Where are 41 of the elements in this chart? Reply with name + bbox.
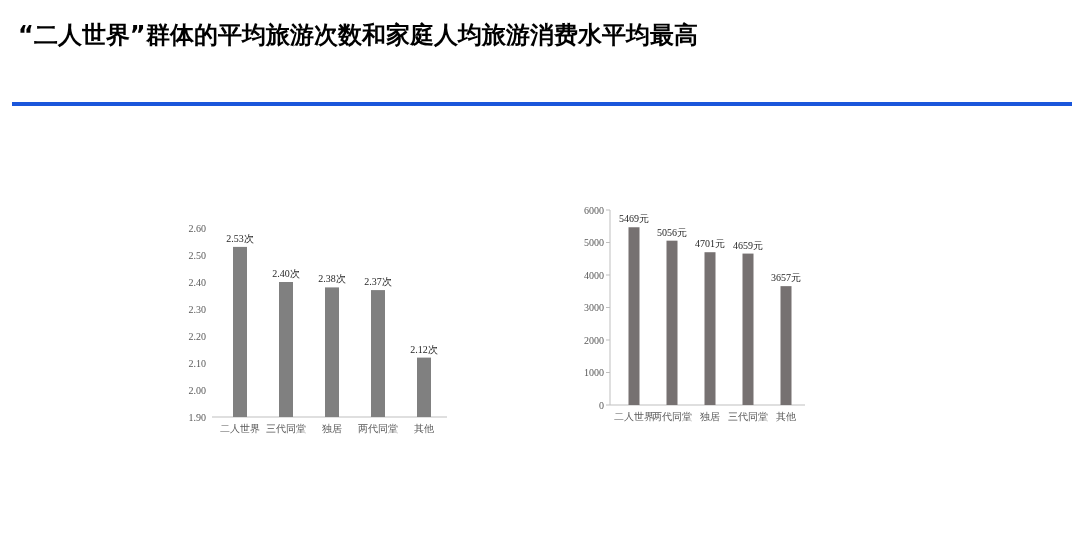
bar <box>742 253 754 405</box>
y-tick-label: 3000 <box>584 302 604 313</box>
data-label: 2.37次 <box>364 276 392 288</box>
x-tick-label: 独居 <box>322 423 342 434</box>
y-tick-label: 2.40 <box>188 276 206 288</box>
x-tick-label: 三代同堂 <box>728 411 768 422</box>
x-tick-label: 二人世界 <box>220 423 260 434</box>
data-label: 2.40次 <box>272 268 300 279</box>
bar <box>704 252 716 405</box>
x-tick-label: 其他 <box>776 411 796 422</box>
x-tick-label: 二人世界 <box>614 411 654 422</box>
data-label: 2.53次 <box>226 232 254 244</box>
x-tick-label: 两代同堂 <box>358 423 398 434</box>
y-tick-label: 2.00 <box>188 384 206 396</box>
y-tick-label: 6000 <box>584 204 604 216</box>
chart-title: “二人世界”群体的平均旅游次数和家庭人均旅游消费水平均最高 <box>18 21 698 49</box>
y-tick-label: 4000 <box>584 269 604 281</box>
y-tick-label: 5000 <box>584 237 604 248</box>
y-tick-label: 2.30 <box>188 303 206 315</box>
data-label: 5469元 <box>619 213 649 225</box>
y-tick-label: 0 <box>599 399 604 411</box>
y-tick-label: 1.90 <box>188 411 206 423</box>
data-label: 3657元 <box>771 272 801 284</box>
bar <box>628 227 640 405</box>
y-tick-label: 1000 <box>584 367 604 378</box>
data-label: 4701元 <box>695 238 725 250</box>
x-tick-label: 三代同堂 <box>266 423 306 434</box>
y-tick-label: 2.50 <box>188 249 206 261</box>
y-tick-label: 2000 <box>584 334 604 346</box>
data-label: 2.38次 <box>318 273 346 285</box>
bar <box>780 286 792 405</box>
data-label: 4659元 <box>733 239 763 251</box>
y-tick-label: 2.10 <box>188 357 206 369</box>
y-tick-label: 2.60 <box>188 222 206 234</box>
y-tick-label: 2.20 <box>188 330 206 342</box>
data-label: 2.12次 <box>410 343 438 355</box>
data-label: 5056元 <box>657 226 687 238</box>
bar <box>666 240 678 405</box>
x-tick-label: 独居 <box>700 411 720 422</box>
x-tick-label: 两代同堂 <box>652 411 692 422</box>
x-tick-label: 其他 <box>414 423 434 434</box>
